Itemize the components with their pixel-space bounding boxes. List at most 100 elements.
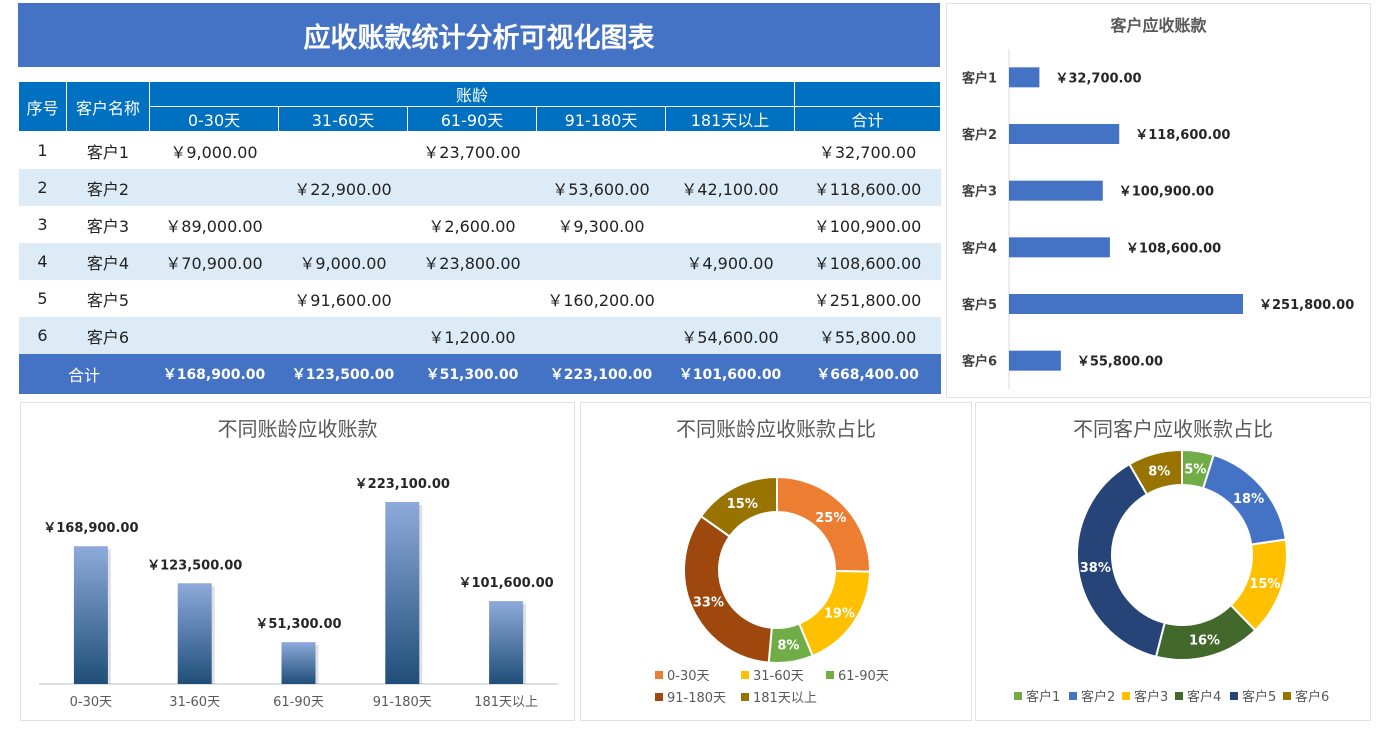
legend-swatch: [1230, 692, 1238, 700]
aging-bar: [177, 583, 212, 684]
header-seq: 序号: [18, 81, 67, 132]
donut-slice: [1128, 448, 1183, 496]
row-amount-cell: ￥91,600.00: [294, 290, 392, 310]
donut-data-label: 15%: [1249, 577, 1280, 592]
row-total-cell: ￥32,700.00: [818, 142, 917, 162]
legend-swatch: [741, 671, 749, 679]
legend-swatch: [1122, 692, 1130, 700]
table-row: 2 客户2 ￥22,900.00 ￥53,600.00 ￥42,100.00 ￥118,6…: [18, 169, 941, 206]
donut-data-label: 33%: [693, 596, 724, 611]
row-customer-name: 客户6: [66, 317, 150, 354]
header-bucket: 61-90天: [407, 106, 537, 132]
aging-bar-chart: ￥168,900.00 0-30天 ￥123,500.00 31-60天 ￥51,300…: [39, 477, 558, 710]
table-row: 1 客户1 ￥9,000.00 ￥23,700.00 ￥32,700.00: [19, 132, 941, 170]
customer-donut-panel: 不同客户应收账款占比 5% 18% 15% 16% 38% 8% 客户1 客户2 客户3 客户4 客…: [975, 402, 1371, 721]
legend-label: 客户4: [1187, 689, 1221, 705]
customer-bar: [1009, 294, 1243, 314]
row-amount-cell: [666, 280, 795, 317]
row-amount-cell: ￥42,100.00: [665, 169, 795, 206]
row-total-cell: ￥251,800.00: [813, 290, 922, 310]
row-amount-cell: [537, 132, 666, 170]
customer-bar-tick-label: 客户3: [962, 184, 997, 200]
customer-bar: [1009, 350, 1061, 371]
donut-data-label: 5%: [1184, 463, 1206, 478]
row-amount-cell: ￥160,200.00: [547, 290, 655, 310]
customer-donut-chart: 5% 18% 15% 16% 38% 8% 客户1 客户2 客户3 客户4 客户5 客户6: [1014, 448, 1329, 705]
header-bucket: 181天以上: [664, 106, 796, 132]
donut-data-label: 19%: [824, 606, 855, 621]
customer-bar-data-label: ￥55,800.00: [1077, 355, 1163, 370]
total-row-amount-cell: ￥168,900.00: [149, 354, 279, 394]
row-total-cell: ￥100,900.00: [813, 216, 922, 236]
customer-bar-tick-label: 客户4: [962, 240, 997, 256]
legend-label: 客户1: [1026, 689, 1060, 705]
row-amount-cell: [408, 280, 537, 317]
row-amount-cell: ￥9,000.00: [170, 142, 258, 162]
customer-bar-panel: 客户应收账款 客户1 ￥32,700.00 客户2 ￥118,600.00 客户3 ￥10…: [946, 3, 1371, 398]
table-row: 6 客户6 ￥1,200.00 ￥54,600.00 ￥55,800.00: [18, 317, 941, 354]
customer-bar: [1009, 67, 1040, 88]
row-amount-cell: [279, 132, 408, 170]
customer-bar-tick-label: 客户2: [962, 127, 997, 143]
row-customer-name: 客户1: [86, 142, 130, 162]
row-customer-name: 客户5: [86, 290, 130, 310]
aging-bar-tick-label: 31-60天: [169, 695, 220, 710]
row-amount-cell: ￥53,600.00: [536, 169, 666, 206]
row-amount-cell: [536, 243, 666, 280]
row-amount-cell: ￥89,000.00: [165, 216, 263, 236]
row-amount-cell: [149, 317, 279, 354]
aging-bar-tick-label: 61-90天: [273, 695, 324, 710]
row-seq: 2: [18, 169, 67, 206]
donut-data-label: 8%: [1148, 464, 1170, 479]
aging-donut-panel: 不同账龄应收账款占比 25% 19% 8% 33% 15% 0-30天 31-60天 61-9…: [580, 402, 972, 721]
legend-swatch: [1175, 692, 1183, 700]
aging-bar-tick-label: 91-180天: [373, 695, 432, 710]
header-bucket: 31-60天: [278, 106, 408, 132]
row-total-cell: ￥55,800.00: [794, 317, 941, 354]
row-seq: 1: [37, 141, 48, 160]
table-row: 5 客户5 ￥91,600.00 ￥160,200.00 ￥251,800.00: [19, 280, 941, 317]
customer-bar-data-label: ￥108,600.00: [1126, 241, 1221, 256]
legend-label: 31-60天: [753, 669, 804, 684]
table-row: 3 客户3 ￥89,000.00 ￥2,600.00 ￥9,300.00 ￥100,900…: [19, 206, 941, 243]
row-total-cell: ￥108,600.00: [794, 243, 941, 280]
legend-swatch: [655, 671, 663, 679]
table-total-row: 合计 ￥168,900.00 ￥123,500.00 ￥51,300.00 ￥223,1…: [18, 354, 941, 394]
row-amount-cell: ￥9,300.00: [557, 216, 645, 236]
row-amount-cell: [279, 206, 408, 243]
donut-data-label: 18%: [1233, 492, 1264, 507]
legend-label: 0-30天: [667, 669, 710, 684]
aging-bar: [385, 502, 420, 684]
row-seq: 3: [37, 215, 48, 234]
customer-bar-data-label: ￥100,900.00: [1119, 185, 1214, 200]
row-amount-cell: ￥23,800.00: [407, 243, 537, 280]
table-row: 4 客户4 ￥70,900.00 ￥9,000.00 ￥23,800.00 ￥4,900.…: [18, 243, 941, 280]
legend-label: 61-90天: [838, 669, 889, 684]
row-amount-cell: ￥9,000.00: [278, 243, 408, 280]
customer-bar-tick-label: 客户5: [962, 297, 997, 313]
receivables-table: 序号 客户名称 账龄 0-30天 31-60天 61-90天 91-180天 1…: [18, 81, 942, 394]
aging-bar-data-label: ￥51,300.00: [255, 617, 341, 632]
row-amount-cell: ￥22,900.00: [278, 169, 408, 206]
legend-swatch: [826, 671, 834, 679]
aging-bar-data-label: ￥168,900.00: [43, 521, 138, 536]
row-amount-cell: [536, 317, 666, 354]
row-amount-cell: ￥4,900.00: [665, 243, 795, 280]
aging-bar-data-label: ￥123,500.00: [147, 558, 242, 573]
donut-slice: [699, 475, 778, 538]
legend-swatch: [1069, 692, 1077, 700]
customer-bar-data-label: ￥118,600.00: [1135, 128, 1230, 143]
row-amount-cell: ￥70,900.00: [149, 243, 279, 280]
customer-donut-title: 不同客户应收账款占比: [1073, 417, 1273, 441]
header-total: 合计: [794, 106, 942, 132]
legend-label: 181天以上: [753, 691, 817, 706]
total-row-amount-cell: ￥123,500.00: [278, 354, 408, 394]
row-amount-cell: ￥23,700.00: [423, 142, 521, 162]
legend-swatch: [741, 693, 749, 701]
row-seq: 6: [18, 317, 67, 354]
donut-data-label: 16%: [1189, 634, 1220, 649]
row-amount-cell: ￥2,600.00: [428, 216, 516, 236]
row-total-cell: ￥118,600.00: [794, 169, 941, 206]
row-customer-name: 客户2: [66, 169, 150, 206]
header-bucket: 91-180天: [536, 106, 666, 132]
